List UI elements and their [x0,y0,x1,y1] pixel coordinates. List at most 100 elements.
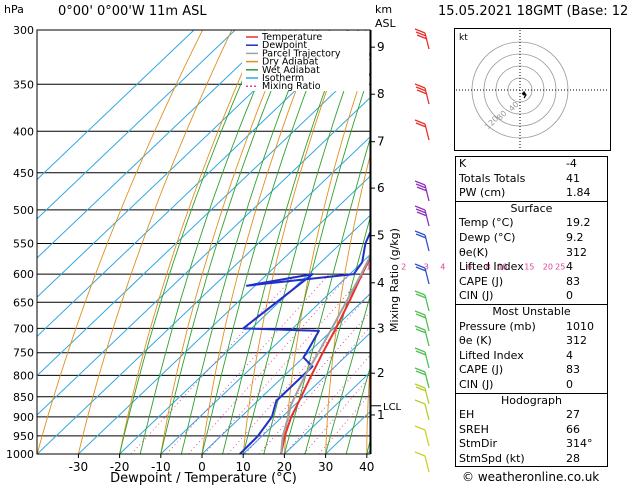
wind-barb [414,451,430,473]
pressure-tick-label: 550 [13,237,34,250]
temperature-tick-label: 10 [236,460,251,474]
pressure-tick-label: 450 [13,167,34,180]
isotherm [37,136,370,454]
series-parcel-trajectory [280,254,370,454]
pressure-tick-label: 400 [13,125,34,138]
height-tick-label: 8 [377,87,385,101]
wind-barb [414,347,430,369]
legend-label: Isotherm [262,73,304,84]
index-value: 312 [562,334,608,349]
isotherm [37,30,318,298]
legend-label: Mixing Ratio [262,81,321,92]
temperature-tick-label: 40 [359,460,374,474]
pressure-tick-label: 350 [13,78,34,91]
indices-row: Dewp (°C) 9.2 [454,230,608,246]
hodograph-point [522,92,526,96]
mixing-ratio-line [166,273,330,454]
indices-row: K -4 [454,155,608,172]
index-name: StmDir [454,437,563,452]
mixing-ratio-line [244,311,370,454]
isotherm [37,30,195,181]
dry-adiabat [160,30,291,454]
indices-table: K -4 Totals Totals 41 PW (cm) 1.84 Surface Temp… [454,155,608,468]
indices-row: Surface [455,200,608,217]
wind-barb [414,399,430,421]
wet-adiabat [180,30,314,454]
hpa-axis-label: hPa [4,3,24,16]
dry-adiabat [77,30,233,454]
wet-adiabat [283,137,370,454]
isotherm [284,371,370,454]
indices-row: StmSpd (kt) 28 [454,451,608,468]
mixing-ratio-label: 1 [366,263,371,272]
indices-section-heading: Hodograph [455,392,608,409]
index-value: 0 [562,377,608,393]
index-name: SREH [454,422,563,438]
legend-label: Temperature [261,32,322,43]
dry-adiabat [366,363,370,454]
index-name: Temp (°C) [454,216,563,231]
mixing-ratio-label: 2 [401,263,406,272]
wet-adiabat [325,294,370,454]
isotherm [119,214,370,454]
indices-row: Temp (°C) 19.2 [454,216,608,231]
index-name: StmSpd (kt) [454,451,563,468]
index-name: K [454,155,563,172]
wind-barb [414,310,430,332]
indices-section-heading: Most Unstable [455,303,608,320]
series-temperature [280,256,370,454]
index-value: 0 [562,289,608,305]
plot-area [37,30,370,454]
dry-adiabat [119,30,262,454]
indices-row: θe (K) 312 [454,334,608,349]
wind-barb [414,383,430,405]
indices-row: CAPE (J) 83 [454,274,608,290]
legend-label: Wet Adiabat [262,65,320,76]
index-value: 83 [562,274,608,290]
hodograph-frame [454,28,611,151]
legend-box [242,31,369,91]
location-title: 0°00' 0°00'W 11m ASL [58,4,207,19]
series-dewpoint [239,230,370,454]
index-name: Dewp (°C) [454,230,563,246]
isotherm [37,97,370,416]
legend-label: Dewpoint [262,40,307,51]
temperature-tick-label: 20 [277,460,292,474]
datetime-title: 15.05.2021 18GMT (Base: 12) [438,4,629,19]
temperature-tick-label: 30 [318,460,333,474]
isotherm [78,175,370,454]
index-value: 66 [562,422,608,438]
wet-adiabat [242,30,367,454]
indices-row: StmDir 314° [454,437,608,452]
index-name: CAPE (J) [454,274,563,290]
wind-barb [414,230,430,252]
pressure-tick-label: 500 [13,204,34,217]
wind-barb [414,425,430,447]
wet-adiabat [119,30,266,454]
wet-adiabat [222,30,348,454]
indices-row: CAPE (J) 83 [454,363,608,378]
indices-section-heading: Surface [455,200,608,217]
index-value: -4 [562,155,608,172]
plot-frame [36,29,371,455]
index-value: 314° [562,437,608,452]
indices-row: Lifted Index 4 [454,348,608,364]
mixing-ratio-line [204,273,366,454]
indices-row: PW (cm) 1.84 [454,186,608,202]
index-name: Lifted Index [454,260,563,275]
x-axis-title: Dewpoint / Temperature (°C) [110,471,297,486]
mixing-ratio-line [131,273,297,454]
height-tick-label: 1 [377,408,385,422]
pressure-tick-label: 900 [13,411,34,424]
index-name: CIN (J) [454,377,563,393]
pressure-tick-label: 600 [13,268,34,281]
dry-adiabat [201,30,320,454]
dry-adiabat [37,30,204,454]
temperature-tick-label: -20 [110,460,130,474]
height-tick-label: 4 [377,276,385,290]
wind-barb [414,367,430,389]
mixing-ratio-line [258,326,370,454]
indices-row: EH 27 [454,408,608,423]
mixing-ratio-line [284,354,370,454]
